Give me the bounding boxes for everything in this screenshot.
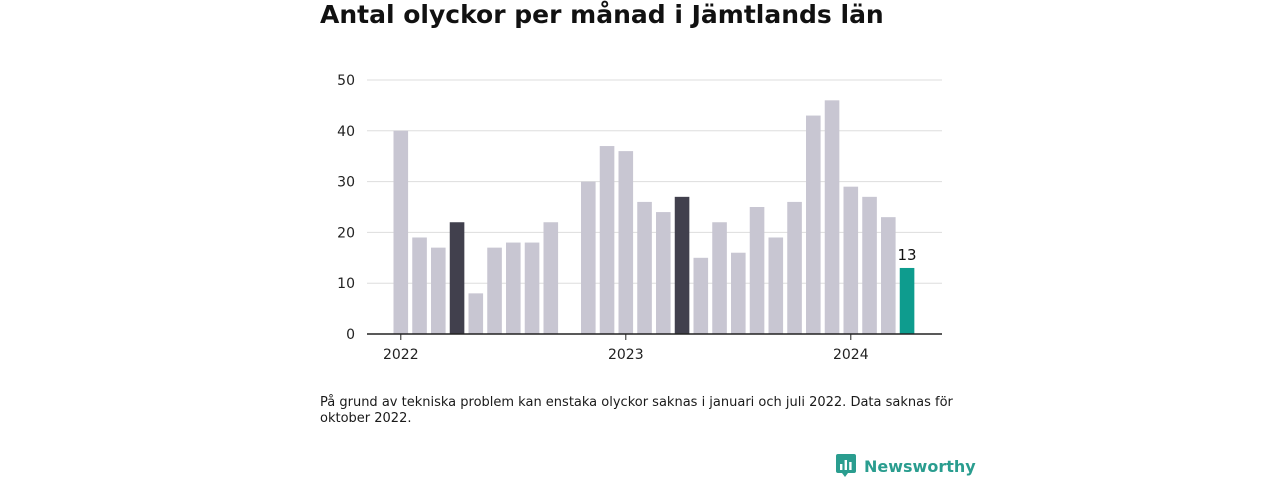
- bar: [487, 247, 502, 334]
- x-tick-label: 2024: [833, 347, 869, 363]
- bar: [843, 186, 859, 334]
- x-axis: 2022 2023 2024: [367, 333, 942, 363]
- x-tick-label: 2023: [608, 347, 644, 363]
- bar: [637, 201, 652, 334]
- y-tick-label: 40: [337, 124, 355, 140]
- bar: [862, 196, 877, 334]
- bar: [431, 247, 446, 334]
- bar: [899, 267, 915, 334]
- x-tick-label: 2022: [383, 347, 419, 363]
- footnote: På grund av tekniska problem kan enstaka…: [320, 395, 953, 426]
- bar: [712, 222, 727, 334]
- bar: [449, 222, 465, 334]
- bar: [468, 293, 484, 334]
- y-tick-label: 30: [337, 175, 355, 191]
- bar: [599, 146, 615, 334]
- bar: [731, 252, 746, 334]
- bar: [618, 151, 634, 334]
- data-labels: 13: [898, 246, 917, 264]
- bars: [393, 100, 915, 334]
- bar: [581, 181, 596, 334]
- bar: [524, 242, 540, 334]
- brand-name: Newsworthy: [864, 456, 976, 476]
- y-tick-label: 0: [346, 327, 355, 343]
- bar: [824, 100, 840, 334]
- bar: [787, 201, 802, 334]
- chart-title: Antal olyckor per månad i Jämtlands län: [320, 0, 884, 29]
- bar: [674, 196, 690, 334]
- y-tick-label: 20: [337, 225, 355, 241]
- bar: [881, 217, 896, 334]
- bar: [768, 237, 784, 334]
- y-axis-ticks: 0 10 20 30 40 50: [337, 73, 355, 343]
- bar-chart: 0 10 20 30 40 50 2022 2023 2024 13: [337, 73, 942, 363]
- bar: [543, 222, 559, 334]
- bar: [749, 207, 765, 334]
- data-label: 13: [898, 246, 917, 264]
- bar: [656, 212, 671, 334]
- y-tick-label: 50: [337, 73, 355, 89]
- bar-chart-bubble-icon: [836, 454, 856, 477]
- bar: [693, 257, 709, 334]
- bar: [806, 115, 821, 334]
- bar: [506, 242, 521, 334]
- bar: [393, 130, 409, 334]
- y-tick-label: 10: [337, 276, 355, 292]
- bar: [412, 237, 427, 334]
- brand-logo: Newsworthy: [836, 454, 976, 478]
